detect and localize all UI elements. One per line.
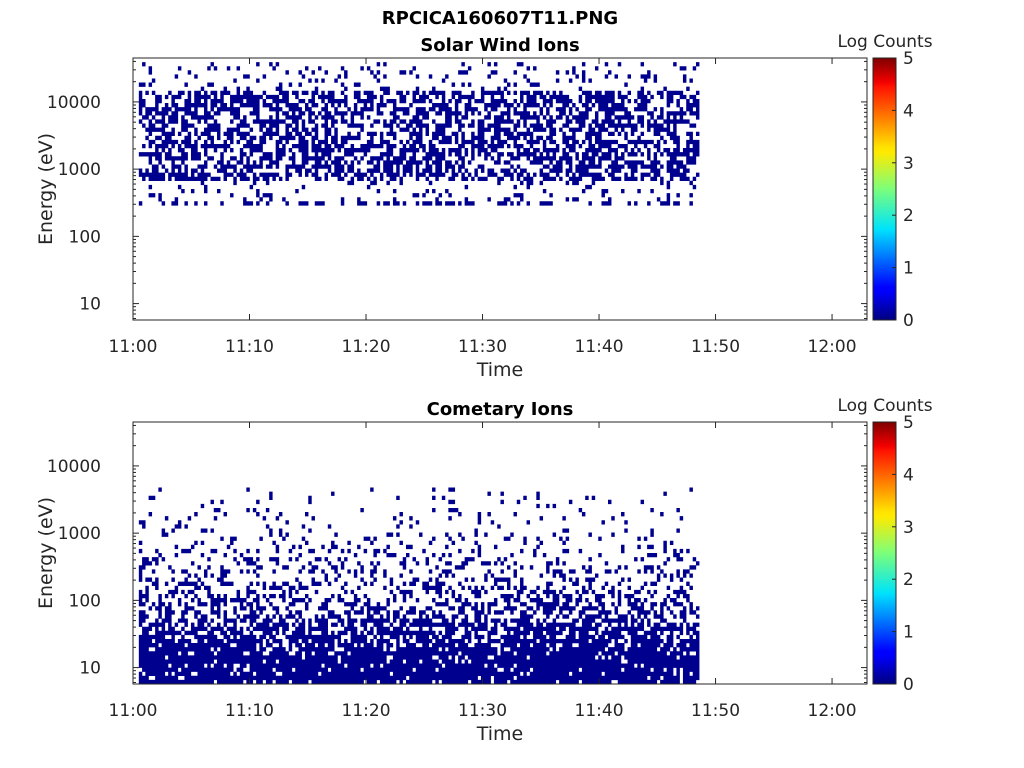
spectrogram-cells	[138, 487, 700, 685]
x-tick-label: 11:30	[458, 337, 507, 357]
colorbar-tick-label: 2	[903, 570, 914, 590]
y-tick-label: 100	[69, 591, 101, 611]
colorbar-tick-label: 4	[903, 101, 914, 121]
colorbar-tick-label: 3	[903, 518, 914, 538]
y-tick-label: 1000	[58, 160, 101, 180]
panel-title: Solar Wind Ions	[420, 35, 579, 56]
colorbar-label: Log Counts	[837, 396, 932, 416]
x-tick-label: 11:30	[458, 701, 507, 721]
x-tick-label: 11:10	[225, 337, 274, 357]
y-tick-label: 10	[79, 295, 101, 315]
colorbar-tick-label: 4	[903, 465, 914, 485]
x-tick-label: 11:50	[691, 701, 740, 721]
x-tick-label: 12:00	[808, 701, 857, 721]
colorbar-gradient	[872, 57, 897, 321]
y-tick-label: 10000	[47, 93, 101, 113]
x-tick-label: 11:00	[109, 701, 158, 721]
x-tick-label: 11:10	[225, 701, 274, 721]
y-tick-label: 10	[79, 659, 101, 679]
x-tick-label: 11:20	[342, 701, 391, 721]
y-tick-label: 10000	[47, 457, 101, 477]
colorbar-gradient	[872, 421, 897, 685]
x-tick-label: 11:20	[342, 337, 391, 357]
colorbar-tick-label: 1	[903, 623, 914, 643]
x-axis-label: Time	[476, 359, 524, 381]
count-cells	[138, 487, 700, 685]
y-tick-label: 1000	[58, 524, 101, 544]
colorbar-tick-label: 1	[903, 259, 914, 279]
figure-title: RPCICA160607T11.PNG	[382, 8, 618, 29]
colorbar-tick-label: 0	[903, 311, 914, 331]
x-tick-label: 12:00	[808, 337, 857, 357]
panel-title: Cometary Ions	[427, 399, 574, 420]
x-tick-label: 11:50	[691, 337, 740, 357]
colorbar-tick-label: 2	[903, 206, 914, 226]
colorbar-tick-label: 5	[903, 49, 914, 69]
x-tick-label: 11:40	[575, 701, 624, 721]
colorbar-tick-label: 0	[903, 675, 914, 695]
x-tick-label: 11:40	[575, 337, 624, 357]
spectrogram-cells	[138, 62, 700, 206]
y-axis-label: Energy (eV)	[35, 133, 57, 245]
x-tick-label: 11:00	[109, 337, 158, 357]
colorbar-tick-label: 5	[903, 413, 914, 433]
colorbar-label: Log Counts	[837, 32, 932, 52]
x-axis-label: Time	[476, 723, 524, 745]
y-axis-label: Energy (eV)	[35, 497, 57, 609]
solar-wind-panel: 11:00 11:10 11:20 11:30 11:40 11:50 12:0010100…	[35, 32, 933, 381]
cometary-panel: 11:00 11:10 11:20 11:30 11:40 11:50 12:0010100…	[35, 396, 933, 745]
colorbar-tick-label: 3	[903, 154, 914, 174]
y-tick-label: 100	[69, 227, 101, 247]
count-cells	[138, 62, 700, 206]
